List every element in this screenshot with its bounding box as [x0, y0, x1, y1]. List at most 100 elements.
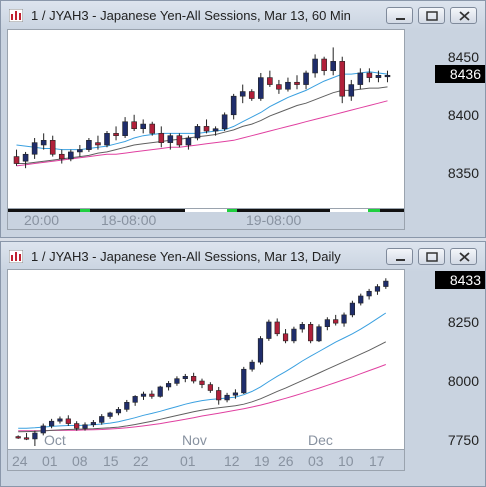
x-tick-label: 01	[180, 453, 196, 469]
minimize-button[interactable]	[386, 7, 413, 24]
minimize-icon	[396, 18, 405, 20]
candle-body	[99, 416, 105, 423]
close-button[interactable]	[450, 7, 477, 24]
session-bar	[330, 209, 368, 212]
price-plot[interactable]	[7, 269, 405, 460]
ma-long-line	[16, 100, 388, 167]
last-price-badge: 8433	[435, 271, 485, 290]
month-label: Oct	[44, 432, 66, 448]
candle-body	[82, 424, 88, 429]
x-tick-label: 01	[42, 453, 58, 469]
window-title: 1 / JYAH3 - Japanese Yen-All Sessions, M…	[31, 249, 341, 264]
candle-body	[241, 368, 247, 394]
ma-slow-line	[18, 341, 387, 433]
candle-body	[266, 321, 272, 339]
x-tick-label: 26	[278, 453, 294, 469]
candle-body	[375, 74, 382, 78]
candle-body	[131, 121, 137, 130]
candle-body	[74, 423, 80, 429]
candle-body	[316, 326, 322, 342]
maximize-icon	[426, 252, 438, 262]
minimize-icon	[396, 259, 405, 261]
x-tick-label: 19-08:00	[246, 212, 302, 228]
candle-body	[165, 383, 172, 388]
candle-body	[258, 77, 264, 99]
candle-body	[57, 418, 63, 422]
candle-body	[341, 314, 347, 324]
candle-body	[274, 321, 280, 335]
candle-body	[339, 61, 346, 97]
candle-body	[95, 142, 101, 146]
candle-body	[384, 74, 391, 78]
candle-body	[232, 392, 239, 396]
candle-body	[77, 149, 83, 153]
candle-body	[115, 409, 122, 414]
hourly-chart-window: 1 / JYAH3 - Japanese Yen-All Sessions, M…	[0, 0, 486, 238]
candle-body	[40, 425, 46, 434]
candle-body	[90, 422, 96, 426]
candle-body	[107, 412, 113, 417]
close-button[interactable]	[450, 248, 477, 265]
candle-body	[312, 58, 318, 74]
close-icon	[459, 11, 470, 21]
y-tick-label: 8000	[447, 373, 479, 390]
candle-body	[86, 140, 92, 150]
candle-body	[40, 140, 47, 146]
maximize-button[interactable]	[418, 248, 445, 265]
maximize-button[interactable]	[418, 7, 445, 24]
candle-body	[324, 319, 330, 327]
candle-body	[22, 153, 29, 162]
candle-body	[32, 432, 38, 440]
candlestick-chart	[15, 278, 389, 447]
candle-body	[267, 77, 273, 85]
candle-body	[358, 295, 364, 304]
candle-body	[199, 380, 205, 385]
candle-body	[303, 72, 309, 85]
ma-long-line	[18, 364, 386, 432]
candle-body	[191, 376, 197, 382]
x-tick-label: 17	[369, 453, 385, 469]
candle-body	[58, 153, 65, 160]
time-axis: 24 01 08 15 22 01 12 19 26 03 10 17	[7, 449, 405, 471]
candle-body	[122, 121, 128, 136]
candle-body	[239, 91, 246, 97]
candle-body	[15, 436, 21, 439]
price-plot[interactable]	[7, 29, 405, 211]
session-bar	[227, 209, 237, 212]
candle-body	[176, 135, 183, 146]
title-bar[interactable]: 1 / JYAH3 - Japanese Yen-All Sessions, M…	[1, 1, 485, 31]
x-tick-label: 22	[133, 453, 149, 469]
y-tick-label: 8400	[447, 107, 479, 124]
ma-fast-line	[18, 312, 387, 429]
title-bar[interactable]: 1 / JYAH3 - Japanese Yen-All Sessions, M…	[1, 242, 485, 272]
candle-body	[140, 393, 147, 397]
maximize-icon	[426, 11, 438, 21]
candle-body	[194, 126, 201, 139]
candle-body	[113, 133, 119, 136]
candle-body	[124, 402, 130, 410]
candle-body	[157, 386, 163, 397]
ma-slow-line	[16, 86, 388, 164]
candle-body	[140, 123, 146, 130]
candle-body	[230, 95, 237, 116]
candle-body	[257, 338, 264, 363]
session-bar	[368, 209, 380, 212]
candle-body	[167, 135, 174, 143]
window-title: 1 / JYAH3 - Japanese Yen-All Sessions, M…	[31, 8, 351, 23]
ma-fast-line	[16, 71, 388, 151]
candle-body	[203, 126, 210, 132]
minimize-button[interactable]	[386, 248, 413, 265]
candle-body	[374, 286, 381, 292]
candle-body	[291, 328, 297, 342]
x-tick-label: 08	[72, 453, 88, 469]
candle-body	[221, 114, 228, 130]
x-tick-label: 18-08:00	[101, 212, 157, 228]
session-bar	[380, 209, 404, 212]
candle-body	[321, 58, 327, 71]
candlestick-chart	[13, 47, 391, 169]
candle-body	[248, 91, 255, 99]
y-tick-label: 8350	[447, 165, 479, 182]
candle-body	[65, 418, 71, 424]
chart-app-icon	[9, 9, 23, 22]
session-bar	[237, 209, 330, 212]
